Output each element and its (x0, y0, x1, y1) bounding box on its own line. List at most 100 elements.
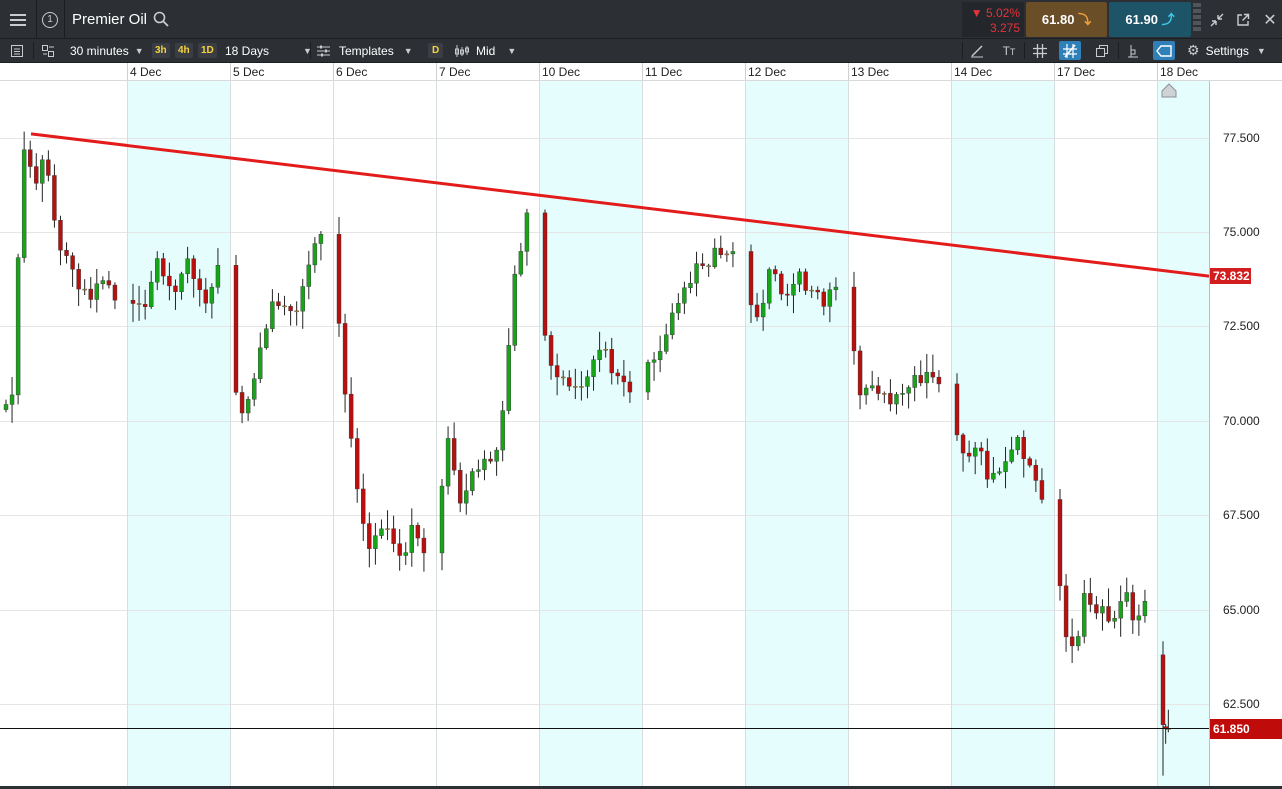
interval-value: 30 minutes (70, 43, 129, 58)
candle (451, 438, 457, 471)
buy-button[interactable]: 61.90 ⤴ (1109, 2, 1191, 37)
candle (1069, 636, 1075, 647)
text-tool-icon[interactable]: TT (1002, 43, 1016, 58)
candle (1106, 606, 1111, 622)
grid-icon[interactable] (1029, 41, 1051, 60)
minimize-button[interactable] (1205, 0, 1229, 39)
candle (367, 523, 372, 549)
candle (342, 323, 348, 395)
candle (494, 449, 499, 462)
session-band (127, 81, 230, 787)
candle (591, 359, 596, 377)
candle (1075, 636, 1081, 647)
candle (682, 287, 687, 304)
quick-interval-4h[interactable]: 4h (175, 43, 193, 58)
candle (306, 264, 311, 287)
session-band (951, 81, 1054, 787)
market-depth-icon[interactable] (1193, 3, 1201, 36)
info-circle-icon: 1 (42, 11, 58, 28)
candle (694, 263, 699, 284)
candle (985, 450, 990, 480)
candle (936, 376, 942, 385)
sell-button[interactable]: 61.80 ⤵ (1026, 2, 1107, 37)
candle (488, 458, 493, 462)
candle (712, 247, 717, 267)
candle (809, 289, 814, 292)
date-tick (745, 63, 746, 80)
instrument-title[interactable]: Premier Oil (72, 11, 148, 28)
candle (573, 386, 578, 388)
chart-area[interactable]: 77.500 75.000 72.500 70.000 67.500 65.000 62.5… (0, 81, 1282, 789)
candle (791, 283, 796, 296)
candle (524, 212, 530, 252)
chevron-down-icon: ▼ (507, 45, 517, 56)
candle (282, 305, 287, 308)
info-button[interactable]: 1 (36, 0, 65, 39)
candle (924, 372, 929, 384)
candle (142, 304, 148, 307)
price-type-dropdown[interactable]: Mid ▼ (454, 39, 516, 62)
candle (167, 275, 172, 287)
candle (239, 392, 245, 414)
candle (15, 257, 21, 396)
date-label: 14 Dec (954, 65, 993, 79)
candle (1039, 480, 1045, 500)
candle (603, 349, 608, 351)
candle (979, 447, 984, 452)
date-tick (436, 63, 437, 80)
layout-icon[interactable] (37, 41, 59, 60)
range-dropdown[interactable]: 18 Days ▼ (225, 39, 312, 62)
candle (579, 386, 584, 388)
templates-dropdown[interactable]: Templates ▼ (317, 39, 413, 62)
candle (815, 289, 820, 293)
price-axis[interactable]: 77.500 75.000 72.500 70.000 67.500 65.000 62.5… (1209, 81, 1282, 787)
candle (651, 359, 657, 363)
candle (1112, 617, 1117, 622)
candle (615, 372, 620, 377)
candle (1009, 449, 1014, 462)
session-band (745, 81, 848, 787)
quick-interval-1d[interactable]: 1D (198, 43, 217, 58)
copy-icon[interactable] (1091, 41, 1113, 60)
price-chart[interactable] (0, 81, 1209, 787)
candle (361, 488, 366, 524)
candle (276, 301, 281, 307)
tag-icon[interactable] (1153, 41, 1175, 60)
change-percent: ▼ 5.02% (970, 6, 1020, 20)
date-label: 11 Dec (645, 65, 683, 79)
candle (348, 393, 354, 439)
interval-dropdown[interactable]: 30 minutes ▼ (70, 39, 144, 62)
candle (415, 525, 421, 539)
indicator-icon[interactable] (1122, 41, 1144, 60)
menu-button[interactable] (0, 0, 37, 39)
candle (773, 269, 778, 275)
candle (28, 149, 33, 167)
up-arrow-icon: ⤴ (1161, 12, 1175, 27)
list-icon[interactable] (6, 41, 28, 60)
candle (185, 258, 190, 275)
settings-button[interactable]: ⚙ Settings ▼ (1187, 39, 1266, 62)
candle (730, 251, 736, 255)
d-button[interactable]: D (428, 43, 444, 58)
price-tick-label: 75.000 (1223, 224, 1260, 239)
bottom-scrollbar[interactable] (0, 786, 1282, 789)
candle (233, 265, 239, 393)
candle (748, 251, 754, 306)
candle (258, 347, 263, 379)
candle (3, 404, 9, 410)
hamburger-icon (10, 13, 26, 26)
candle (34, 166, 39, 184)
crosshair-icon[interactable] (1059, 41, 1081, 60)
draw-line-icon[interactable] (966, 41, 988, 60)
quick-interval-3h[interactable]: 3h (152, 43, 170, 58)
date-label: 12 Dec (748, 65, 787, 79)
close-button[interactable]: ✕ (1258, 0, 1282, 39)
candle (136, 303, 142, 305)
candle (664, 334, 669, 352)
search-icon[interactable] (153, 11, 169, 27)
popout-button[interactable] (1231, 0, 1255, 39)
chevron-down-icon: ▼ (303, 45, 312, 56)
candle (1136, 615, 1142, 621)
candle (1027, 458, 1033, 466)
